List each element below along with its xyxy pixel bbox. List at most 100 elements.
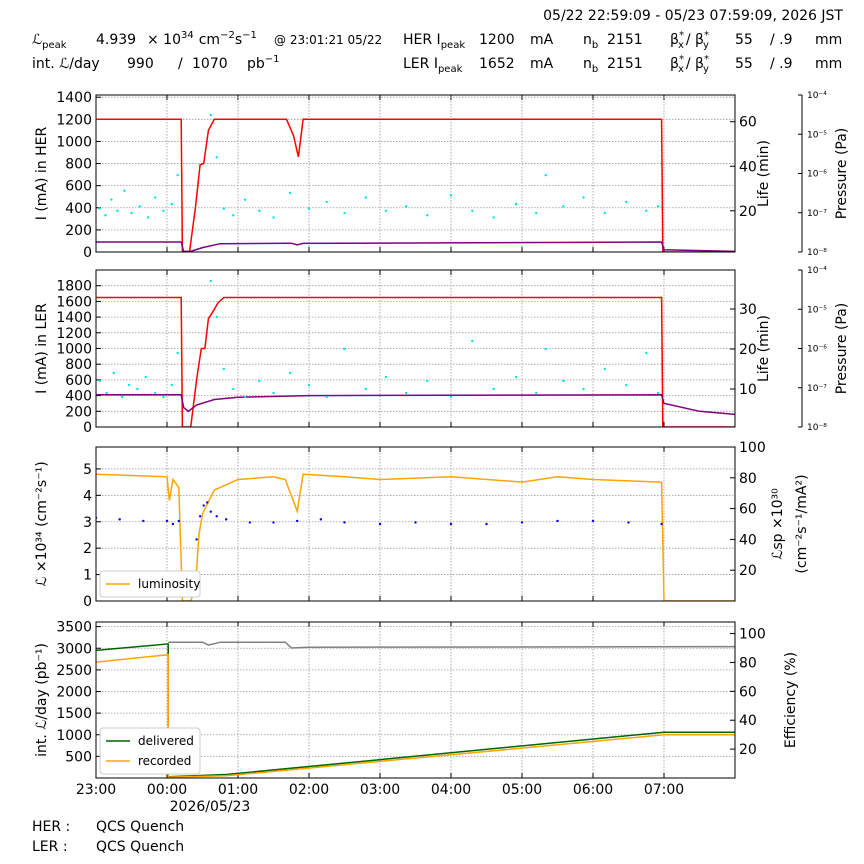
data-point <box>295 519 299 523</box>
data-point <box>146 216 150 219</box>
data-point <box>153 196 157 199</box>
header-part: / β <box>686 32 704 48</box>
data-point <box>272 391 275 395</box>
header-text: 1200 <box>479 32 515 48</box>
data-point <box>325 395 328 399</box>
x-tick-label: 07:00 <box>644 782 684 798</box>
data-point <box>307 207 311 210</box>
header-part: ℒ <box>32 32 42 48</box>
data-point <box>492 387 495 391</box>
data-point <box>171 522 175 526</box>
y-tick-label: 1500 <box>56 706 92 722</box>
header-text: / .9 <box>770 56 793 72</box>
header-text: nb <box>583 56 598 75</box>
data-point <box>209 279 212 283</box>
data-point <box>562 205 565 208</box>
y-tick-label: 200 <box>65 223 92 239</box>
data-point <box>248 521 252 524</box>
header-sub: peak <box>438 64 463 75</box>
y2-tick-label: 80 <box>739 655 757 671</box>
header-text: ℒpeak <box>32 32 67 51</box>
data-point <box>98 207 101 210</box>
header-text: 4.939 <box>96 32 136 48</box>
y-tick-label: 0 <box>83 245 92 261</box>
header-part: / .9 <box>770 56 793 72</box>
y-tick-label: 2500 <box>56 663 92 679</box>
header-text: @ 23:01:21 05/22 <box>274 33 382 47</box>
data-point <box>544 173 547 177</box>
data-point <box>656 391 660 395</box>
data-point <box>105 391 108 395</box>
y2-tick-label: 20 <box>739 563 757 579</box>
data-point <box>471 339 474 343</box>
x-tick-label: 03:00 <box>360 782 400 798</box>
data-point <box>198 515 202 518</box>
header-part: LER I <box>403 56 438 72</box>
data-line <box>96 118 735 252</box>
y-tick-label: 600 <box>65 179 92 195</box>
header-part: int. ℒ/day <box>32 56 100 72</box>
header-text: / .9 <box>770 32 793 48</box>
y-tick-label: 1200 <box>56 326 92 342</box>
panel: 0 1 2 3 4 5 20 40 60 80 100 ℒ ×10³⁴ (cm⁻²s⁻¹) ℒsp ×1… <box>34 440 810 610</box>
y2-tick-label: 20 <box>739 204 757 220</box>
x-tick-label: 06:00 <box>573 782 613 798</box>
panel: 0 200 400 600 800 1000 1200 1400 20 40 60 10⁻⁸ 10⁻⁷ 1… <box>34 90 850 261</box>
data-point <box>215 515 218 518</box>
header-sub: x <box>678 40 684 51</box>
header-sup: * <box>704 30 709 41</box>
data-point <box>582 196 585 199</box>
frame <box>95 621 736 779</box>
data-point <box>202 504 205 507</box>
data-line <box>168 641 735 649</box>
header-part: 2151 <box>607 56 643 72</box>
data-line <box>96 473 735 601</box>
panel: 23:00 00:00 01:00 02:00 03:00 04:00 05:00 06:00… <box>34 620 799 815</box>
y2-label: Efficiency (%) <box>783 652 799 748</box>
data-point <box>130 211 133 215</box>
y3-tick-label: 10⁻⁵ <box>807 305 827 315</box>
y-label: I (mA) in LER <box>34 303 50 394</box>
data-point <box>112 371 115 375</box>
y-tick-label: 1400 <box>56 90 92 106</box>
data-point <box>492 216 495 219</box>
frame <box>95 94 736 253</box>
header-text: pb−1 <box>247 54 280 72</box>
data-point <box>110 198 113 201</box>
y3-tick-label: 10⁻⁷ <box>807 384 827 394</box>
y-tick-label: 2 <box>83 541 92 557</box>
data-point <box>660 522 663 526</box>
header-text: int. ℒ/day <box>32 56 100 72</box>
header-part: @ 23:01:21 05/22 <box>274 33 382 47</box>
data-line <box>96 241 735 252</box>
y-tick-label: 5 <box>83 462 92 478</box>
header-sup: * <box>679 30 684 41</box>
header-text: 55 <box>735 32 753 48</box>
y2-label: ℒsp ×10³⁰ <box>770 488 786 560</box>
data-point <box>222 207 225 210</box>
data-point <box>258 379 261 383</box>
data-point <box>170 202 173 206</box>
data-point <box>162 395 165 399</box>
header-part: n <box>583 56 592 72</box>
header-part: s <box>235 32 242 48</box>
data-point <box>243 198 247 201</box>
data-point <box>645 351 648 355</box>
data-point <box>514 202 518 206</box>
y3-tick-label: 10⁻⁴ <box>807 91 827 101</box>
y-tick-label: 4 <box>83 488 92 504</box>
x-tick-label: 00:00 <box>147 782 187 798</box>
y3-tick-label: 10⁻⁸ <box>807 423 827 433</box>
header-part: β <box>670 32 679 48</box>
header-text: mA <box>530 56 554 72</box>
header-text: β* x / β* y <box>670 30 709 51</box>
data-point <box>222 367 225 371</box>
y-label: int. ℒ/day (pb⁻¹) <box>34 643 50 757</box>
data-point <box>535 391 538 395</box>
y-tick-label: 1000 <box>56 134 92 150</box>
y-tick-label: 3500 <box>56 620 92 636</box>
frame <box>95 446 736 602</box>
data-point <box>177 519 181 523</box>
header-part: 990 <box>127 56 154 72</box>
